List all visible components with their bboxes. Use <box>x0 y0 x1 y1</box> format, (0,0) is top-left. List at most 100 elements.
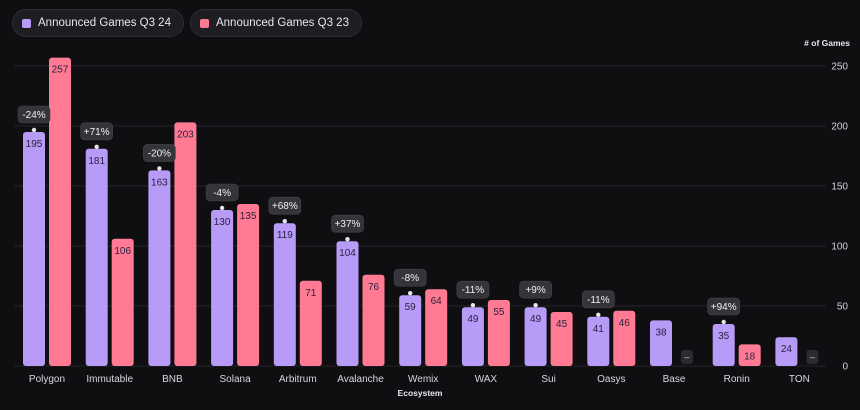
bar-bnb-q3-24-value-label: 163 <box>151 177 168 188</box>
missing-value-label: – <box>684 352 689 362</box>
bar-ton-q3-24 <box>775 337 798 366</box>
bar-ronin-q3-23 <box>738 344 761 366</box>
bar-wemix-q3-23 <box>425 289 448 366</box>
legend: Announced Games Q3 24 Announced Games Q3… <box>12 9 362 37</box>
bar-solana-q3-23 <box>237 204 260 366</box>
bar-immutable-q3-24-value-label: 181 <box>88 156 105 167</box>
bar-wax-q3-23-value-label: 55 <box>493 307 505 318</box>
y-tick-label: 250 <box>831 62 848 73</box>
bar-ronin-q3-24 <box>712 324 735 366</box>
bar-arbitrum-q3-23-value-label: 71 <box>305 288 317 299</box>
bar-oasys-q3-23 <box>613 310 636 366</box>
bar-avalanche-q3-23 <box>362 274 385 366</box>
change-badge-pointer <box>157 166 162 171</box>
change-badge-label: -11% <box>587 295 610 306</box>
bar-polygon-q3-24 <box>23 132 45 366</box>
change-badge-pointer <box>282 219 287 224</box>
bar-avalanche-q3-23-value-label: 76 <box>368 282 380 293</box>
bar-arbitrum-q3-24-value-label: 119 <box>277 230 293 241</box>
change-badge-label: -20% <box>148 148 171 159</box>
missing-value-label: – <box>810 352 815 362</box>
change-badge-pointer <box>345 237 350 242</box>
bar-polygon-q3-23-value-label: 257 <box>52 65 69 76</box>
legend-item-q3-24[interactable]: Announced Games Q3 24 <box>12 9 184 37</box>
bar-immutable-q3-23 <box>111 238 134 366</box>
bar-solana-q3-24 <box>211 210 234 366</box>
missing-value-badge <box>681 350 693 364</box>
y-axis-title: # of Games <box>804 38 850 48</box>
bar-wax-q3-23 <box>487 300 510 366</box>
x-tick-label: Arbitrum <box>279 374 317 385</box>
y-tick-label: 150 <box>831 182 848 193</box>
x-tick-label: Solana <box>220 374 252 385</box>
change-badge-label: -8% <box>401 273 419 284</box>
bar-ronin-q3-23-value-label: 18 <box>744 351 756 362</box>
bar-solana-q3-24-value-label: 130 <box>214 217 231 228</box>
change-badge <box>205 183 239 202</box>
bar-immutable-q3-24 <box>85 148 108 366</box>
bar-wemix-q3-24 <box>399 295 422 366</box>
bar-sui-q3-24 <box>524 307 547 366</box>
legend-label-q3-23: Announced Games Q3 23 <box>215 17 349 29</box>
y-tick-label: 200 <box>831 122 848 133</box>
change-badge-label: +68% <box>272 201 298 212</box>
missing-value-badge <box>806 350 819 364</box>
legend-item-q3-23[interactable]: Announced Games Q3 23 <box>189 9 362 37</box>
change-badge-pointer <box>408 291 413 296</box>
legend-label-q3-24: Announced Games Q3 24 <box>38 17 171 29</box>
bar-avalanche-q3-24-value-label: 104 <box>339 248 356 259</box>
change-badge-pointer <box>219 205 225 211</box>
bar-bnb-q3-24 <box>148 170 171 366</box>
change-badge <box>581 290 615 309</box>
y-tick-label: 0 <box>842 362 848 373</box>
bar-sui-q3-23-value-label: 45 <box>556 319 568 330</box>
change-badge-label: +71% <box>84 127 110 138</box>
x-tick-label: Wemix <box>408 374 438 385</box>
change-badge-label: +37% <box>335 219 361 230</box>
x-tick-label: Polygon <box>29 374 65 385</box>
change-badge-pointer <box>31 127 37 133</box>
bar-arbitrum-q3-23 <box>299 280 322 366</box>
bar-oasys-q3-24 <box>587 316 610 366</box>
bar-bnb-q3-23 <box>174 122 197 367</box>
bar-ronin-q3-24-value-label: 35 <box>718 331 730 342</box>
legend-swatch-q3-24 <box>22 18 31 28</box>
change-badge-label: +94% <box>711 302 737 313</box>
bar-ton-q3-24-value-label: 24 <box>781 344 793 355</box>
change-badge <box>707 297 741 316</box>
bar-solana-q3-23-value-label: 135 <box>240 211 257 222</box>
change-badge-pointer <box>596 312 601 317</box>
x-tick-label: Avalanche <box>337 374 384 385</box>
x-tick-label: WAX <box>475 374 498 385</box>
bar-sui-q3-24-value-label: 49 <box>530 314 542 325</box>
x-tick-label: Ronin <box>724 374 750 385</box>
bar-sui-q3-23 <box>550 312 573 366</box>
x-tick-label: TON <box>789 374 810 385</box>
bar-arbitrum-q3-24 <box>273 223 296 366</box>
change-badge-pointer <box>94 144 99 149</box>
y-tick-label: 50 <box>837 302 849 313</box>
change-badge <box>456 280 490 299</box>
change-badge <box>268 196 302 215</box>
bar-polygon-q3-24-value-label: 195 <box>26 139 43 150</box>
x-tick-label: Oasys <box>597 374 625 385</box>
change-badge-pointer <box>533 303 538 308</box>
bar-base-q3-24 <box>650 320 672 366</box>
change-badge-label: +9% <box>525 285 545 296</box>
change-badge-label: -11% <box>462 285 485 296</box>
change-badge-label: -4% <box>213 188 231 199</box>
change-badge-pointer <box>721 319 726 325</box>
bar-wax-q3-24-value-label: 49 <box>467 314 479 325</box>
bar-oasys-q3-24-value-label: 41 <box>593 324 605 335</box>
x-tick-label: Immutable <box>86 374 133 385</box>
bar-avalanche-q3-24 <box>336 241 359 366</box>
x-tick-label: Base <box>663 374 686 385</box>
bar-wemix-q3-23-value-label: 64 <box>431 296 443 307</box>
x-axis-title: Ecosystem <box>398 388 443 398</box>
bar-base-q3-24-value-label: 38 <box>655 327 667 338</box>
change-badge <box>143 144 176 162</box>
legend-swatch-q3-23 <box>199 18 209 28</box>
change-badge <box>519 280 552 299</box>
